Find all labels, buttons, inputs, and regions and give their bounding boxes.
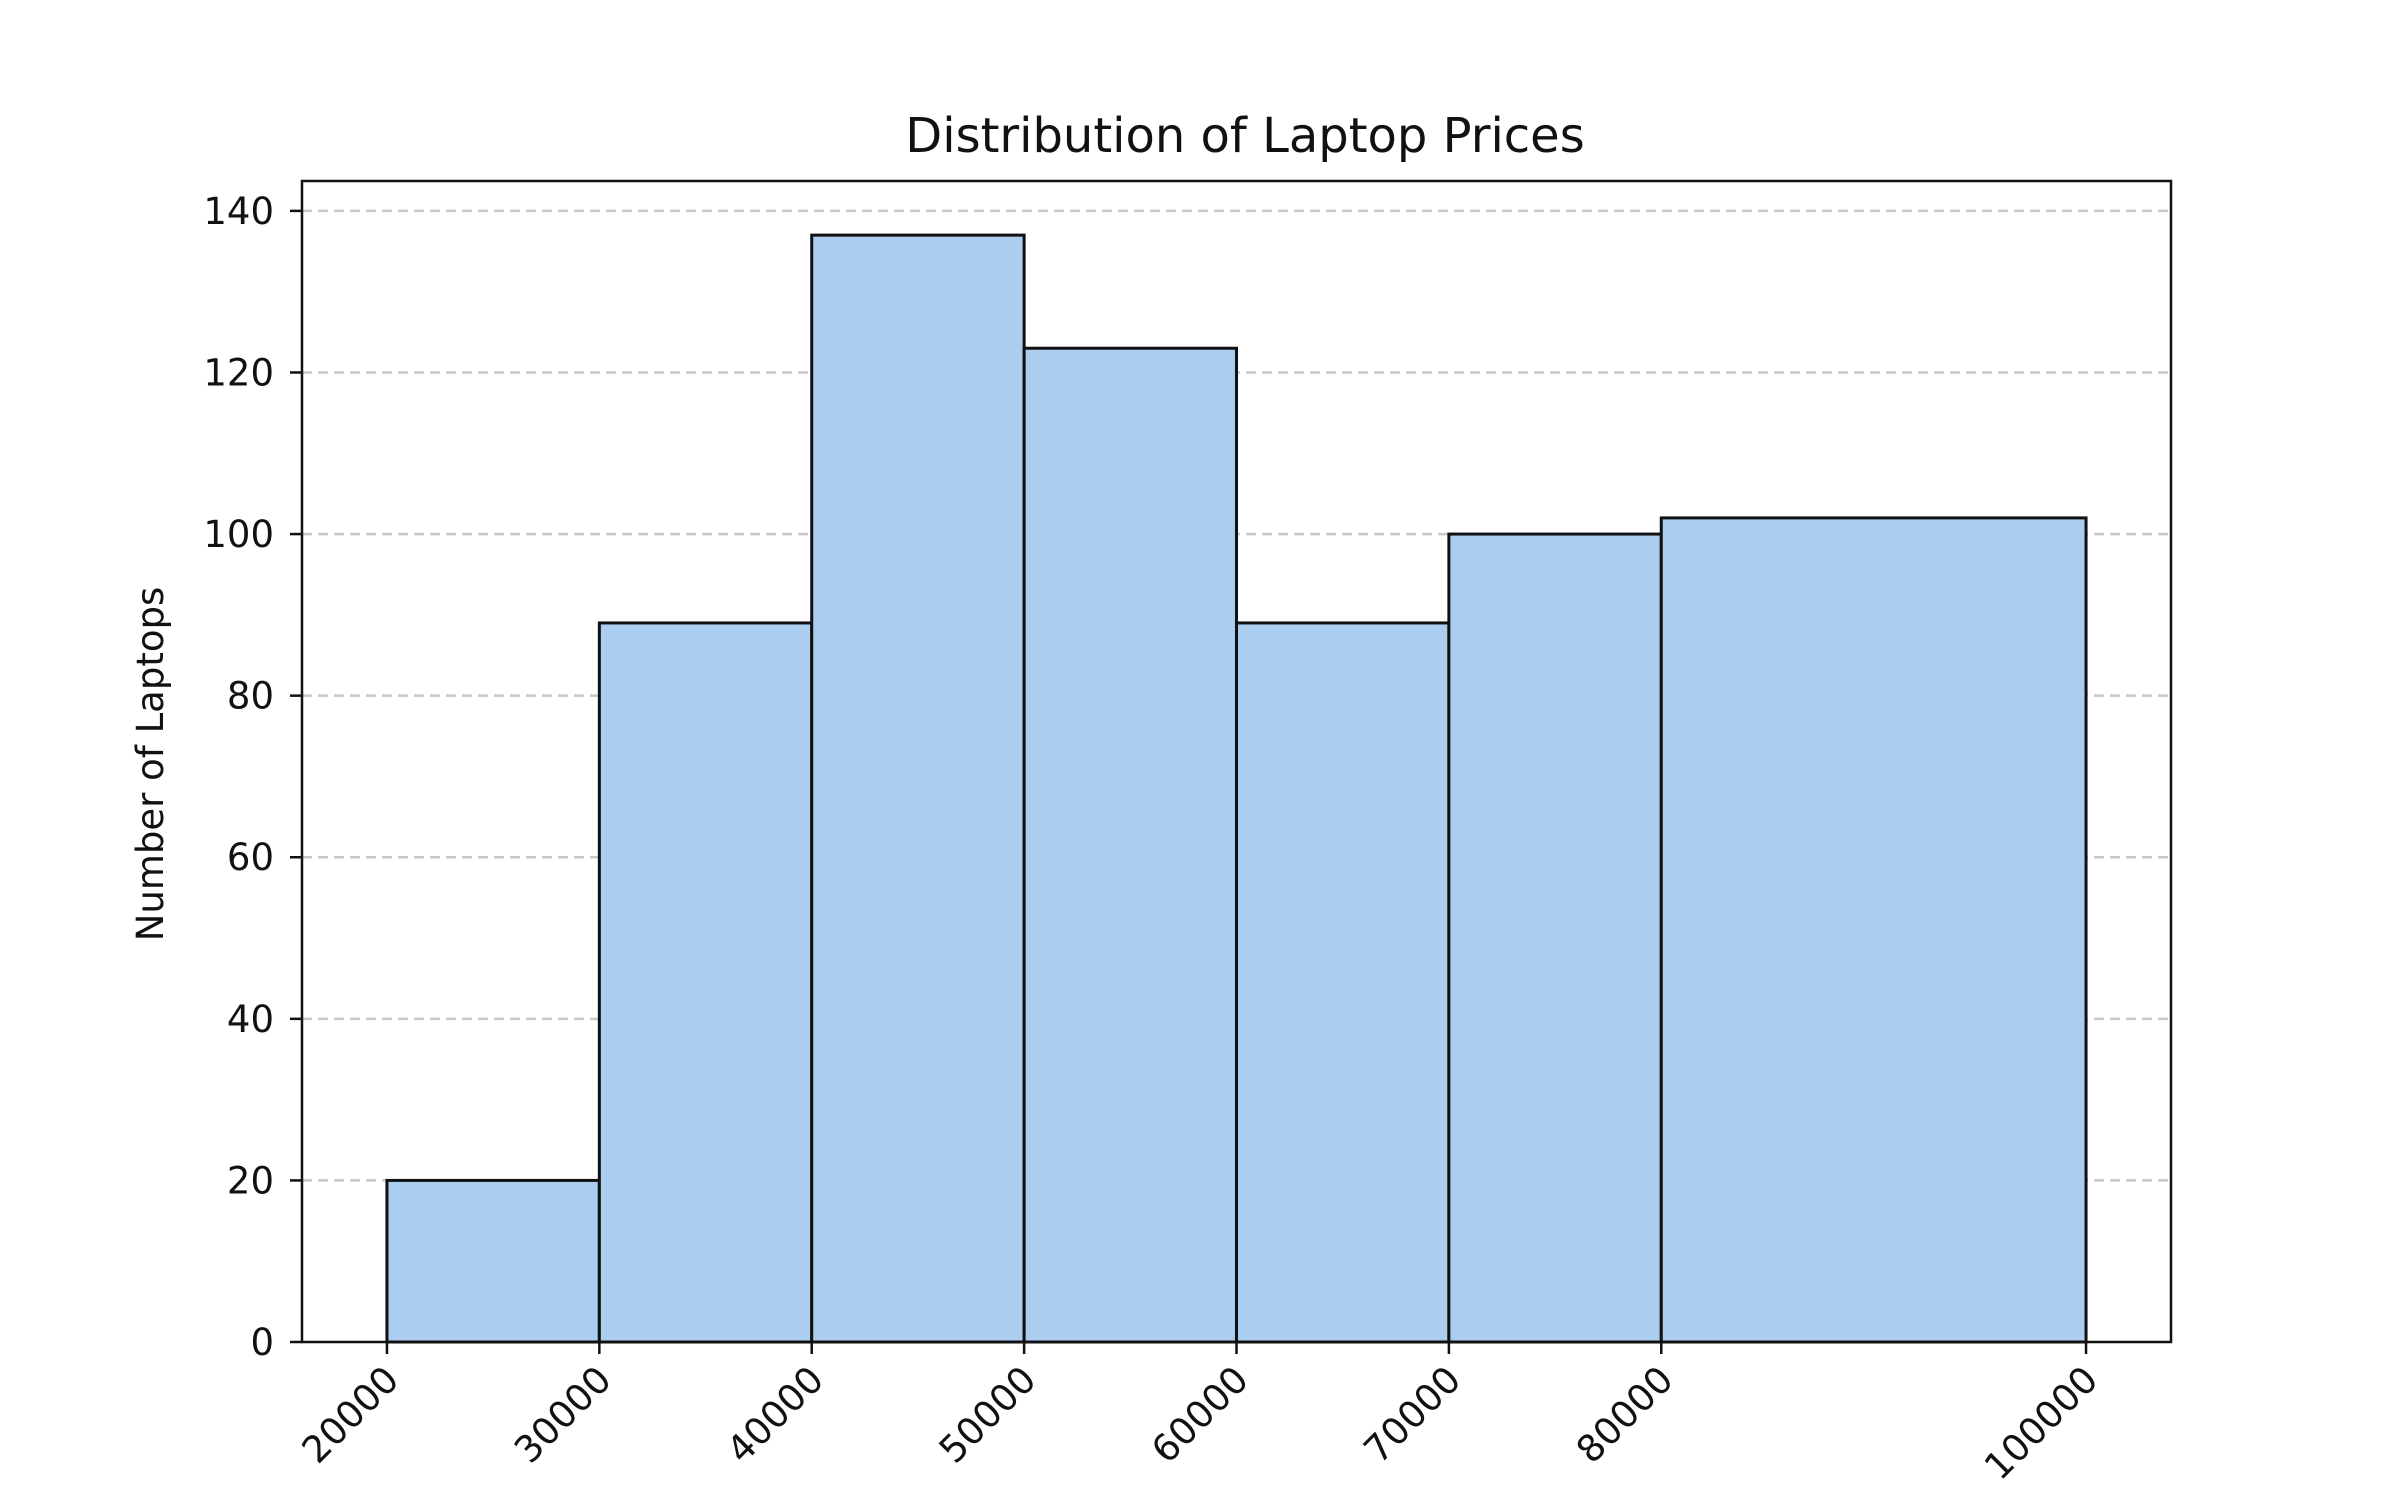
y-tick-label: 140	[203, 190, 274, 233]
histogram-bar	[810, 233, 1026, 1344]
histogram-bar	[597, 621, 814, 1344]
y-tick-label: 60	[227, 836, 274, 879]
bars-layer	[385, 233, 2088, 1344]
x-tick-label: 20000	[294, 1358, 408, 1472]
histogram-bar	[1235, 621, 1451, 1344]
x-tick-label: 100000	[1976, 1358, 2106, 1488]
y-tick-label: 20	[227, 1159, 274, 1202]
y-tick-label: 100	[203, 513, 274, 556]
x-tick-label: 30000	[506, 1358, 620, 1472]
y-tick-label: 0	[250, 1321, 274, 1364]
x-tick-label: 80000	[1568, 1358, 1682, 1472]
y-axis-label: Number of Laptops	[129, 587, 172, 942]
x-tick-label: 60000	[1143, 1358, 1257, 1472]
histogram-bar	[1659, 516, 2088, 1344]
y-tick-label: 120	[203, 351, 274, 394]
x-tick-label: 40000	[718, 1358, 832, 1472]
y-tick-label: 80	[227, 675, 274, 718]
chart-title: Distribution of Laptop Prices	[905, 108, 1584, 164]
histogram-bar	[385, 1178, 601, 1344]
histogram-bar	[1447, 532, 1663, 1344]
y-tick-label: 40	[227, 998, 274, 1041]
x-tick-label: 50000	[931, 1358, 1045, 1472]
histogram-bar	[1022, 346, 1239, 1344]
x-tick-label: 70000	[1356, 1358, 1470, 1472]
